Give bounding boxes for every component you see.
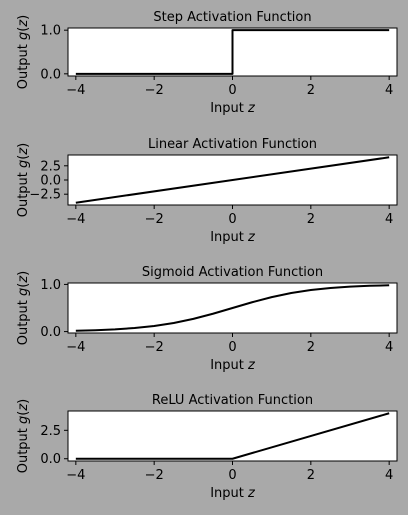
series-line bbox=[75, 156, 390, 204]
chart-panel-4: ReLU Activation Function −4 −2 0 2 4 0.0 2.5 Inp… bbox=[16, 393, 398, 501]
x-tick-label: −2 bbox=[145, 83, 164, 98]
chart-title: Linear Activation Function bbox=[148, 137, 317, 152]
y-tick-label: 0.0 bbox=[40, 325, 61, 340]
x-tick-label: 0 bbox=[228, 468, 236, 483]
chart-panel-3: Sigmoid Activation Function −4 −2 0 2 4 0.0 1.0… bbox=[16, 265, 398, 373]
x-tick-label: 2 bbox=[307, 468, 315, 483]
x-tick-label: 0 bbox=[228, 340, 236, 355]
x-tick-label: −2 bbox=[145, 468, 164, 483]
x-tick-label: 4 bbox=[385, 83, 393, 98]
x-tick-label: −2 bbox=[145, 340, 164, 355]
y-axis-label: Output g(z) bbox=[16, 399, 31, 474]
x-tick-label: −4 bbox=[66, 340, 85, 355]
chart-title: ReLU Activation Function bbox=[152, 393, 313, 408]
x-axis-label: Input z bbox=[210, 230, 256, 245]
y-axis-label: Output g(z) bbox=[16, 143, 31, 218]
series-line bbox=[75, 284, 390, 332]
y-tick-label: 1.0 bbox=[40, 278, 61, 293]
y-tick-label: 2.5 bbox=[40, 159, 61, 174]
chart-panel-2: Linear Activation Function −4 −2 0 2 4 −2.50.0… bbox=[16, 137, 398, 245]
x-tick-label: 4 bbox=[385, 212, 393, 227]
y-tick-label: −2.5 bbox=[29, 188, 61, 203]
x-tick-label: −4 bbox=[66, 468, 85, 483]
y-tick-label: 0.0 bbox=[40, 67, 61, 82]
chart-panel-1: Step Activation Function −4 −2 0 2 4 0.0 1.0 Inp… bbox=[16, 10, 398, 116]
y-axis-label: Output g(z) bbox=[16, 271, 31, 346]
x-tick-label: 4 bbox=[385, 468, 393, 483]
x-tick-label: 2 bbox=[307, 83, 315, 98]
x-tick-label: 2 bbox=[307, 212, 315, 227]
chart-title: Step Activation Function bbox=[153, 10, 311, 25]
x-tick-label: 0 bbox=[228, 83, 236, 98]
x-tick-label: 4 bbox=[385, 340, 393, 355]
series-line bbox=[75, 412, 390, 460]
y-tick-label: 2.5 bbox=[40, 424, 61, 439]
y-axis-label: Output g(z) bbox=[16, 15, 31, 90]
x-axis-label: Input z bbox=[210, 358, 256, 373]
x-tick-label: −4 bbox=[66, 212, 85, 227]
x-axis-label: Input z bbox=[210, 486, 256, 501]
x-tick-label: −4 bbox=[66, 83, 85, 98]
x-axis-label: Input z bbox=[210, 101, 256, 116]
y-tick-label: 0.0 bbox=[40, 452, 61, 467]
series-line bbox=[75, 29, 390, 75]
x-tick-label: 0 bbox=[228, 212, 236, 227]
x-tick-label: 2 bbox=[307, 340, 315, 355]
y-tick-label: 1.0 bbox=[40, 24, 61, 39]
y-tick-label: 0.0 bbox=[40, 174, 61, 189]
x-tick-label: −2 bbox=[145, 212, 164, 227]
plot-area bbox=[67, 410, 398, 462]
chart-title: Sigmoid Activation Function bbox=[142, 265, 323, 280]
